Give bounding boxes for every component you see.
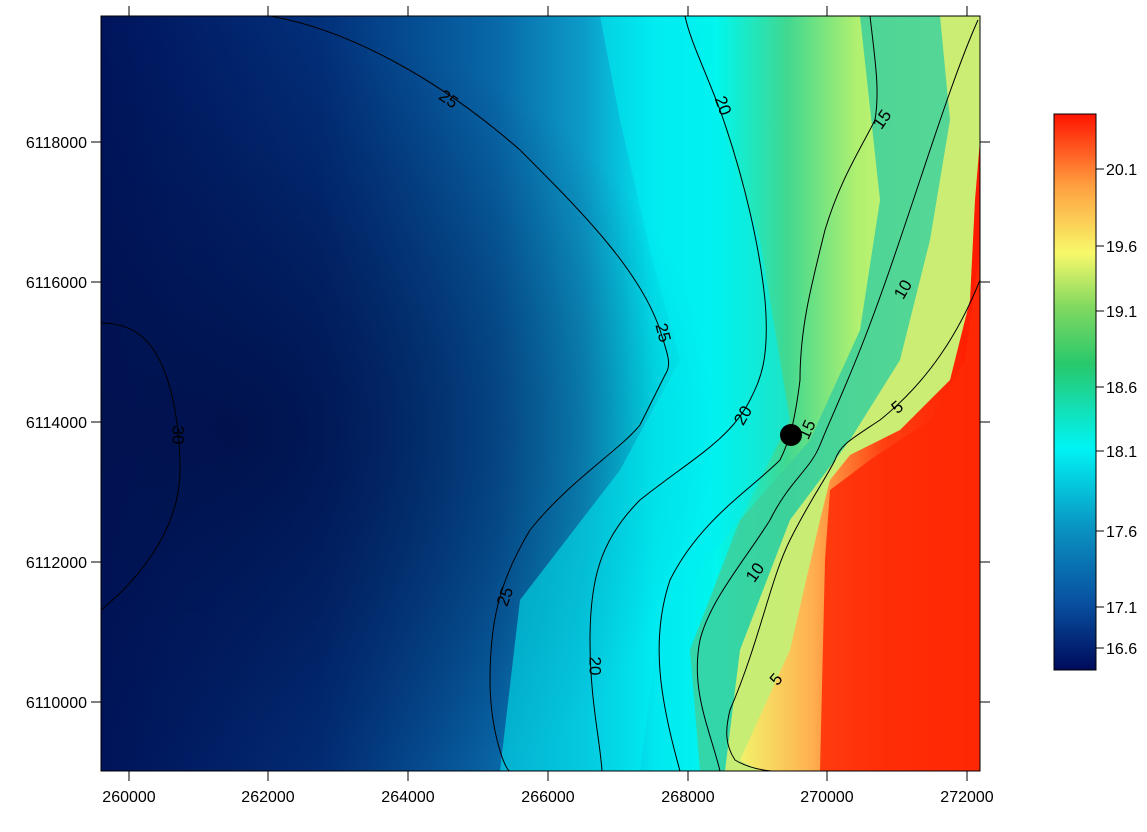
y-tick-label: 6118000 [26, 135, 87, 152]
location-marker [780, 424, 802, 446]
contour-label: 25 [651, 321, 674, 344]
y-tick-label: 6110000 [26, 695, 87, 712]
contour-25 [269, 16, 670, 771]
contour-30 [101, 322, 181, 611]
map-surface [101, 16, 980, 771]
colorbar-label: 19.1 [1106, 304, 1137, 321]
colorbar-label: 20.1 [1106, 162, 1137, 179]
contour-lines [101, 16, 980, 771]
colorbar-label: 16.6 [1106, 641, 1137, 658]
x-tick-label: 260000 [102, 789, 155, 806]
colorbar-label: 17.1 [1106, 600, 1137, 617]
x-tick-label: 272000 [940, 789, 993, 806]
contour-label: 30 [169, 426, 188, 445]
x-tick-label: 262000 [241, 789, 294, 806]
contour-10 [696, 19, 979, 771]
y-axis [91, 141, 990, 703]
x-tick-label: 264000 [381, 789, 434, 806]
x-tick-labels: 260000 262000 264000 266000 268000 27000… [102, 789, 993, 806]
colorbar-label: 19.6 [1106, 239, 1137, 256]
y-tick-label: 6114000 [26, 415, 87, 432]
plot-frame [100, 15, 981, 772]
x-tick-label: 266000 [521, 789, 574, 806]
colorbar-gradient [1053, 113, 1097, 671]
y-tick-label: 6116000 [26, 275, 87, 292]
contour-5 [726, 279, 980, 771]
x-tick-label: 270000 [800, 789, 853, 806]
contour-15 [658, 16, 878, 771]
contour-label: 20 [586, 657, 605, 676]
x-tick-label: 268000 [661, 789, 714, 806]
y-tick-label: 6112000 [26, 555, 87, 572]
y-tick-labels: 6118000 6116000 6114000 6112000 6110000 [26, 135, 87, 712]
x-axis [128, 6, 968, 781]
colorbar: 20.1 19.6 19.1 18.6 18.1 17.6 17.1 16.6 [1053, 113, 1137, 671]
colorbar-label: 17.6 [1106, 524, 1137, 541]
colorbar-label: 18.1 [1106, 444, 1137, 461]
contour-20 [589, 16, 767, 771]
colorbar-label: 18.6 [1106, 380, 1137, 397]
